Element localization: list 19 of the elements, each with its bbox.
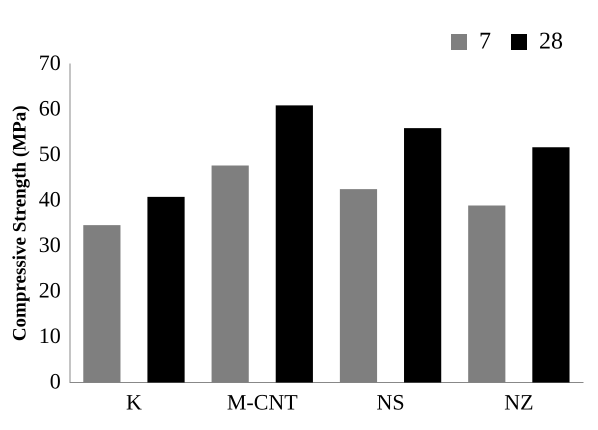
y-axis-title: Compressive Strength (MPa) <box>9 105 30 342</box>
y-tick-label: 60 <box>38 95 61 120</box>
bar <box>532 147 570 383</box>
bar <box>276 105 313 383</box>
bar <box>147 196 185 383</box>
y-tick-label: 0 <box>50 368 61 394</box>
y-tick-label: 50 <box>38 140 61 166</box>
y-tick-label: 30 <box>38 232 61 257</box>
x-tick-label: NS <box>376 390 405 415</box>
y-tick-label: 10 <box>38 322 61 348</box>
legend-label: 7 <box>479 28 491 54</box>
bar <box>404 128 442 383</box>
y-tick-label: 20 <box>38 277 61 302</box>
x-tick-label: NZ <box>504 390 534 415</box>
x-tick-label: M-CNT <box>226 390 298 415</box>
y-tick-label: 70 <box>38 50 61 75</box>
legend-label: 28 <box>539 28 563 54</box>
y-tick-label: 40 <box>38 186 61 212</box>
x-tick-label: K <box>126 390 142 415</box>
